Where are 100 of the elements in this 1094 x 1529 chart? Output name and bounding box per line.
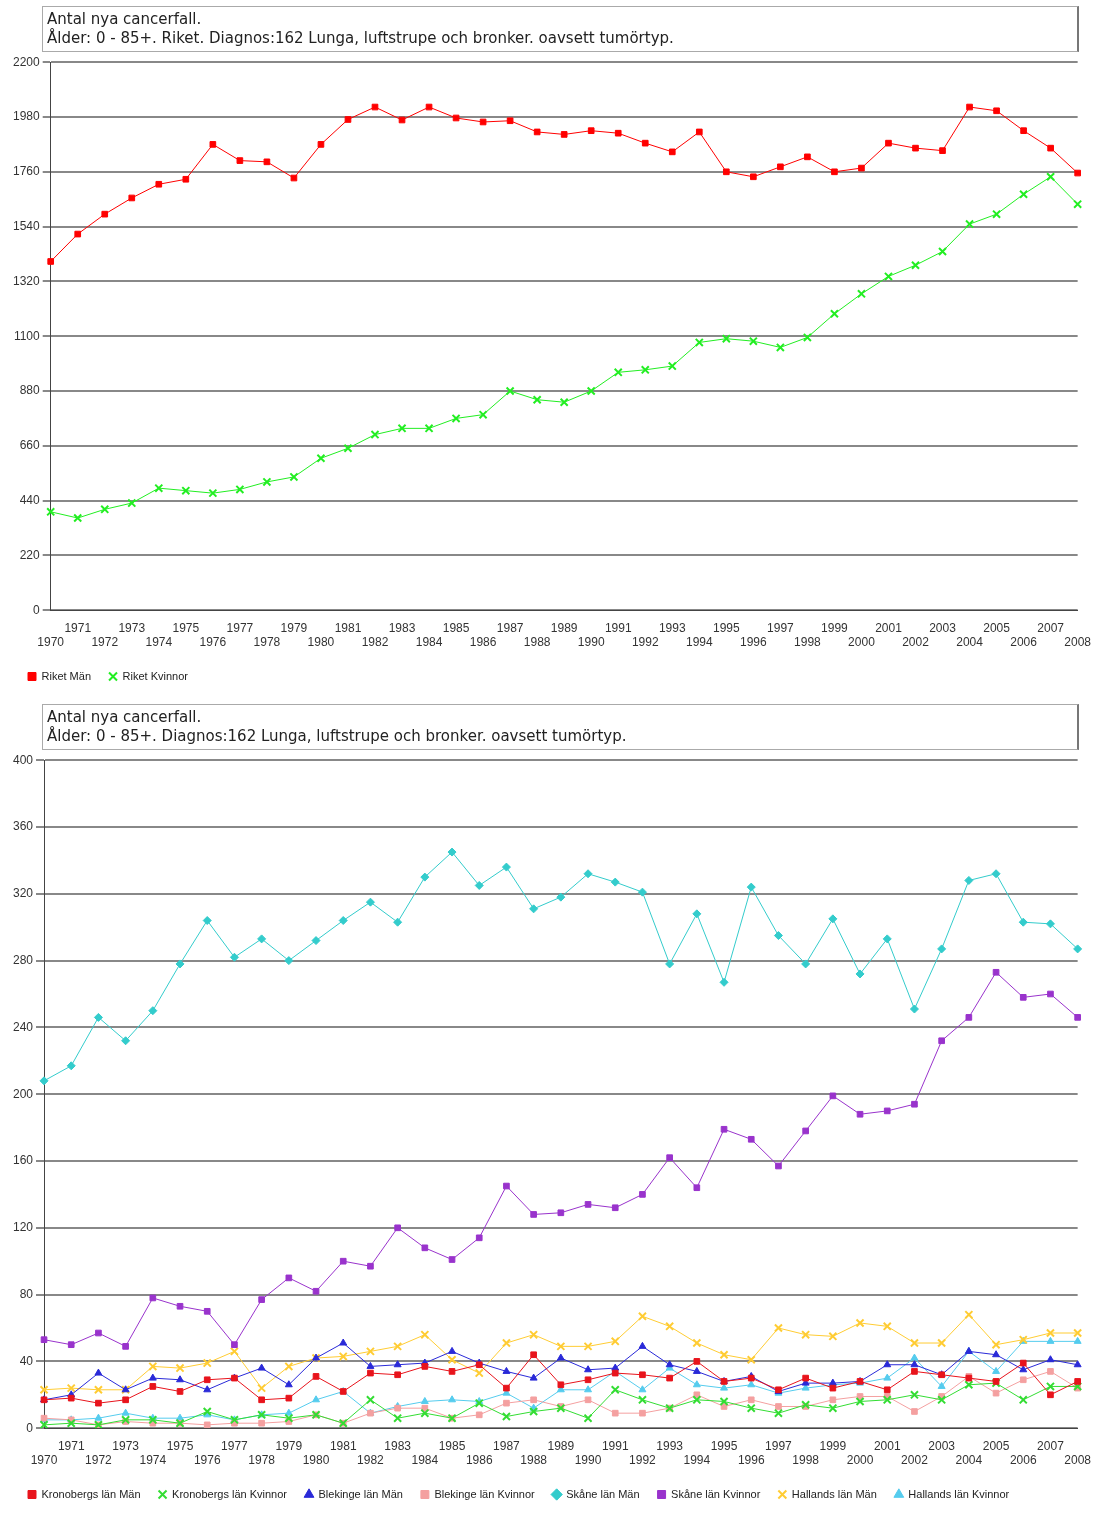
y-tick-label: 120	[12, 1220, 34, 1235]
y-tick-label: 1760	[12, 164, 41, 179]
x-tick-label: 2005	[983, 620, 1011, 635]
x-tick-label: 1982	[361, 635, 389, 650]
x-tick-label: 1989	[547, 1438, 575, 1453]
x-tick-label: 1988	[523, 635, 551, 650]
x-tick-label: 2000	[846, 1453, 874, 1468]
y-tick-label: 80	[19, 1286, 34, 1301]
x-tick-label: 1993	[656, 1438, 684, 1453]
x-tick-label: 2007	[1037, 1438, 1065, 1453]
x-tick-label: 1977	[221, 1438, 249, 1453]
x-tick-label: 1999	[821, 620, 849, 635]
x-tick-label: 1998	[794, 635, 822, 650]
x-tick-label: 1973	[118, 620, 146, 635]
x-tick-label: 1985	[442, 620, 470, 635]
x-tick-label: 1987	[496, 620, 524, 635]
legend-label: Hallands län Män	[791, 1487, 877, 1500]
x-tick-label: 1976	[199, 635, 227, 650]
y-tick-label: 220	[19, 547, 41, 562]
x-tick-label: 1990	[574, 1453, 602, 1468]
y-tick-label: 1100	[13, 328, 41, 343]
x-tick-label: 1979	[275, 1438, 303, 1453]
legend-label: Blekinge län Män	[318, 1487, 403, 1500]
x-tick-label: 1996	[737, 1453, 765, 1468]
x-tick-label: 2002	[901, 1453, 929, 1468]
y-tick-label: 280	[12, 952, 34, 967]
x-tick-label: 2002	[902, 635, 930, 650]
y-tick-label: 0	[26, 1420, 34, 1435]
legend-label: Kronobergs län Män	[41, 1487, 141, 1500]
x-tick-label: 1983	[384, 1438, 412, 1453]
y-tick-label: 160	[12, 1153, 34, 1168]
x-tick-label: 1998	[792, 1453, 820, 1468]
x-tick-label: 1989	[550, 620, 578, 635]
x-tick-label: 1975	[166, 1438, 194, 1453]
y-tick-label: 1540	[12, 218, 41, 233]
x-tick-label: 2008	[1064, 635, 1092, 650]
x-tick-label: 1981	[329, 1438, 357, 1453]
legend-label: Riket Män	[41, 669, 92, 682]
x-tick-label: 2007	[1037, 620, 1065, 635]
x-tick-label: 1974	[145, 635, 173, 650]
x-tick-label: 1997	[765, 1438, 793, 1453]
x-tick-label: 1996	[740, 635, 768, 650]
y-tick-label: 660	[19, 438, 41, 453]
x-tick-label: 2008	[1064, 1453, 1092, 1468]
x-tick-label: 1999	[819, 1438, 847, 1453]
x-tick-label: 1973	[112, 1438, 140, 1453]
x-tick-label: 1994	[685, 635, 713, 650]
y-tick-label: 1320	[12, 273, 41, 288]
x-tick-label: 1992	[629, 1453, 657, 1468]
x-tick-label: 2003	[928, 1438, 956, 1453]
x-tick-label: 1977	[226, 620, 254, 635]
x-tick-label: 2004	[955, 1453, 983, 1468]
y-tick-label: 200	[12, 1086, 34, 1101]
x-tick-label: 1995	[710, 1438, 738, 1453]
x-tick-label: 1970	[37, 635, 65, 650]
x-tick-label: 1979	[280, 620, 308, 635]
x-tick-label: 1990	[577, 635, 605, 650]
y-tick-label: 2200	[12, 54, 41, 69]
x-tick-label: 1978	[248, 1453, 276, 1468]
x-tick-label: 1995	[712, 620, 740, 635]
x-tick-label: 1991	[601, 1438, 629, 1453]
y-tick-label: 40	[19, 1353, 34, 1368]
legend-label: Hallands län Kvinnor	[908, 1487, 1010, 1500]
x-tick-label: 1974	[139, 1453, 167, 1468]
y-tick-label: 400	[12, 752, 34, 767]
x-tick-label: 1983	[388, 620, 416, 635]
x-tick-label: 1993	[658, 620, 686, 635]
x-tick-label: 1971	[64, 620, 92, 635]
x-tick-label: 2005	[982, 1438, 1010, 1453]
x-tick-label: 1988	[520, 1453, 548, 1468]
legend-label: Kronobergs län Kvinnor	[172, 1487, 288, 1500]
x-tick-label: 1971	[57, 1438, 85, 1453]
chart-title: Antal nya cancerfall.	[47, 708, 203, 726]
y-tick-label: 240	[12, 1019, 34, 1034]
x-tick-label: 1986	[465, 1453, 493, 1468]
x-tick-label: 1981	[334, 620, 362, 635]
x-tick-label: 2006	[1010, 635, 1038, 650]
y-tick-label: 360	[12, 819, 34, 834]
x-tick-label: 1984	[415, 635, 443, 650]
x-tick-label: 1970	[30, 1453, 58, 1468]
chart-title: Antal nya cancerfall.	[47, 10, 203, 28]
y-tick-label: 880	[19, 383, 41, 398]
x-tick-label: 2004	[956, 635, 984, 650]
x-tick-label: 1982	[357, 1453, 385, 1468]
y-tick-label: 320	[12, 886, 34, 901]
legend-label: Skåne län Män	[566, 1487, 640, 1500]
chart-subtitle: Ålder: 0 - 85+. Diagnos:162 Lunga, luftstrupe och bronker. oavsett tumörtyp.	[47, 727, 628, 746]
legend-label: Blekinge län Kvinnor	[434, 1487, 536, 1500]
x-tick-label: 1976	[193, 1453, 221, 1468]
x-tick-label: 1986	[469, 635, 497, 650]
legend-label: Skåne län Kvinnor	[671, 1487, 761, 1500]
x-tick-label: 1980	[302, 1453, 330, 1468]
x-tick-label: 2001	[875, 620, 903, 635]
x-tick-label: 1992	[631, 635, 659, 650]
x-tick-label: 1994	[683, 1453, 711, 1468]
x-tick-label: 2006	[1009, 1453, 1037, 1468]
x-tick-label: 1980	[307, 635, 335, 650]
x-tick-label: 1978	[253, 635, 281, 650]
chart-subtitle: Ålder: 0 - 85+. Riket. Diagnos:162 Lunga, luftstrupe och bronker. oavsett tumörtyp.	[47, 29, 675, 48]
x-tick-label: 1972	[85, 1453, 113, 1468]
